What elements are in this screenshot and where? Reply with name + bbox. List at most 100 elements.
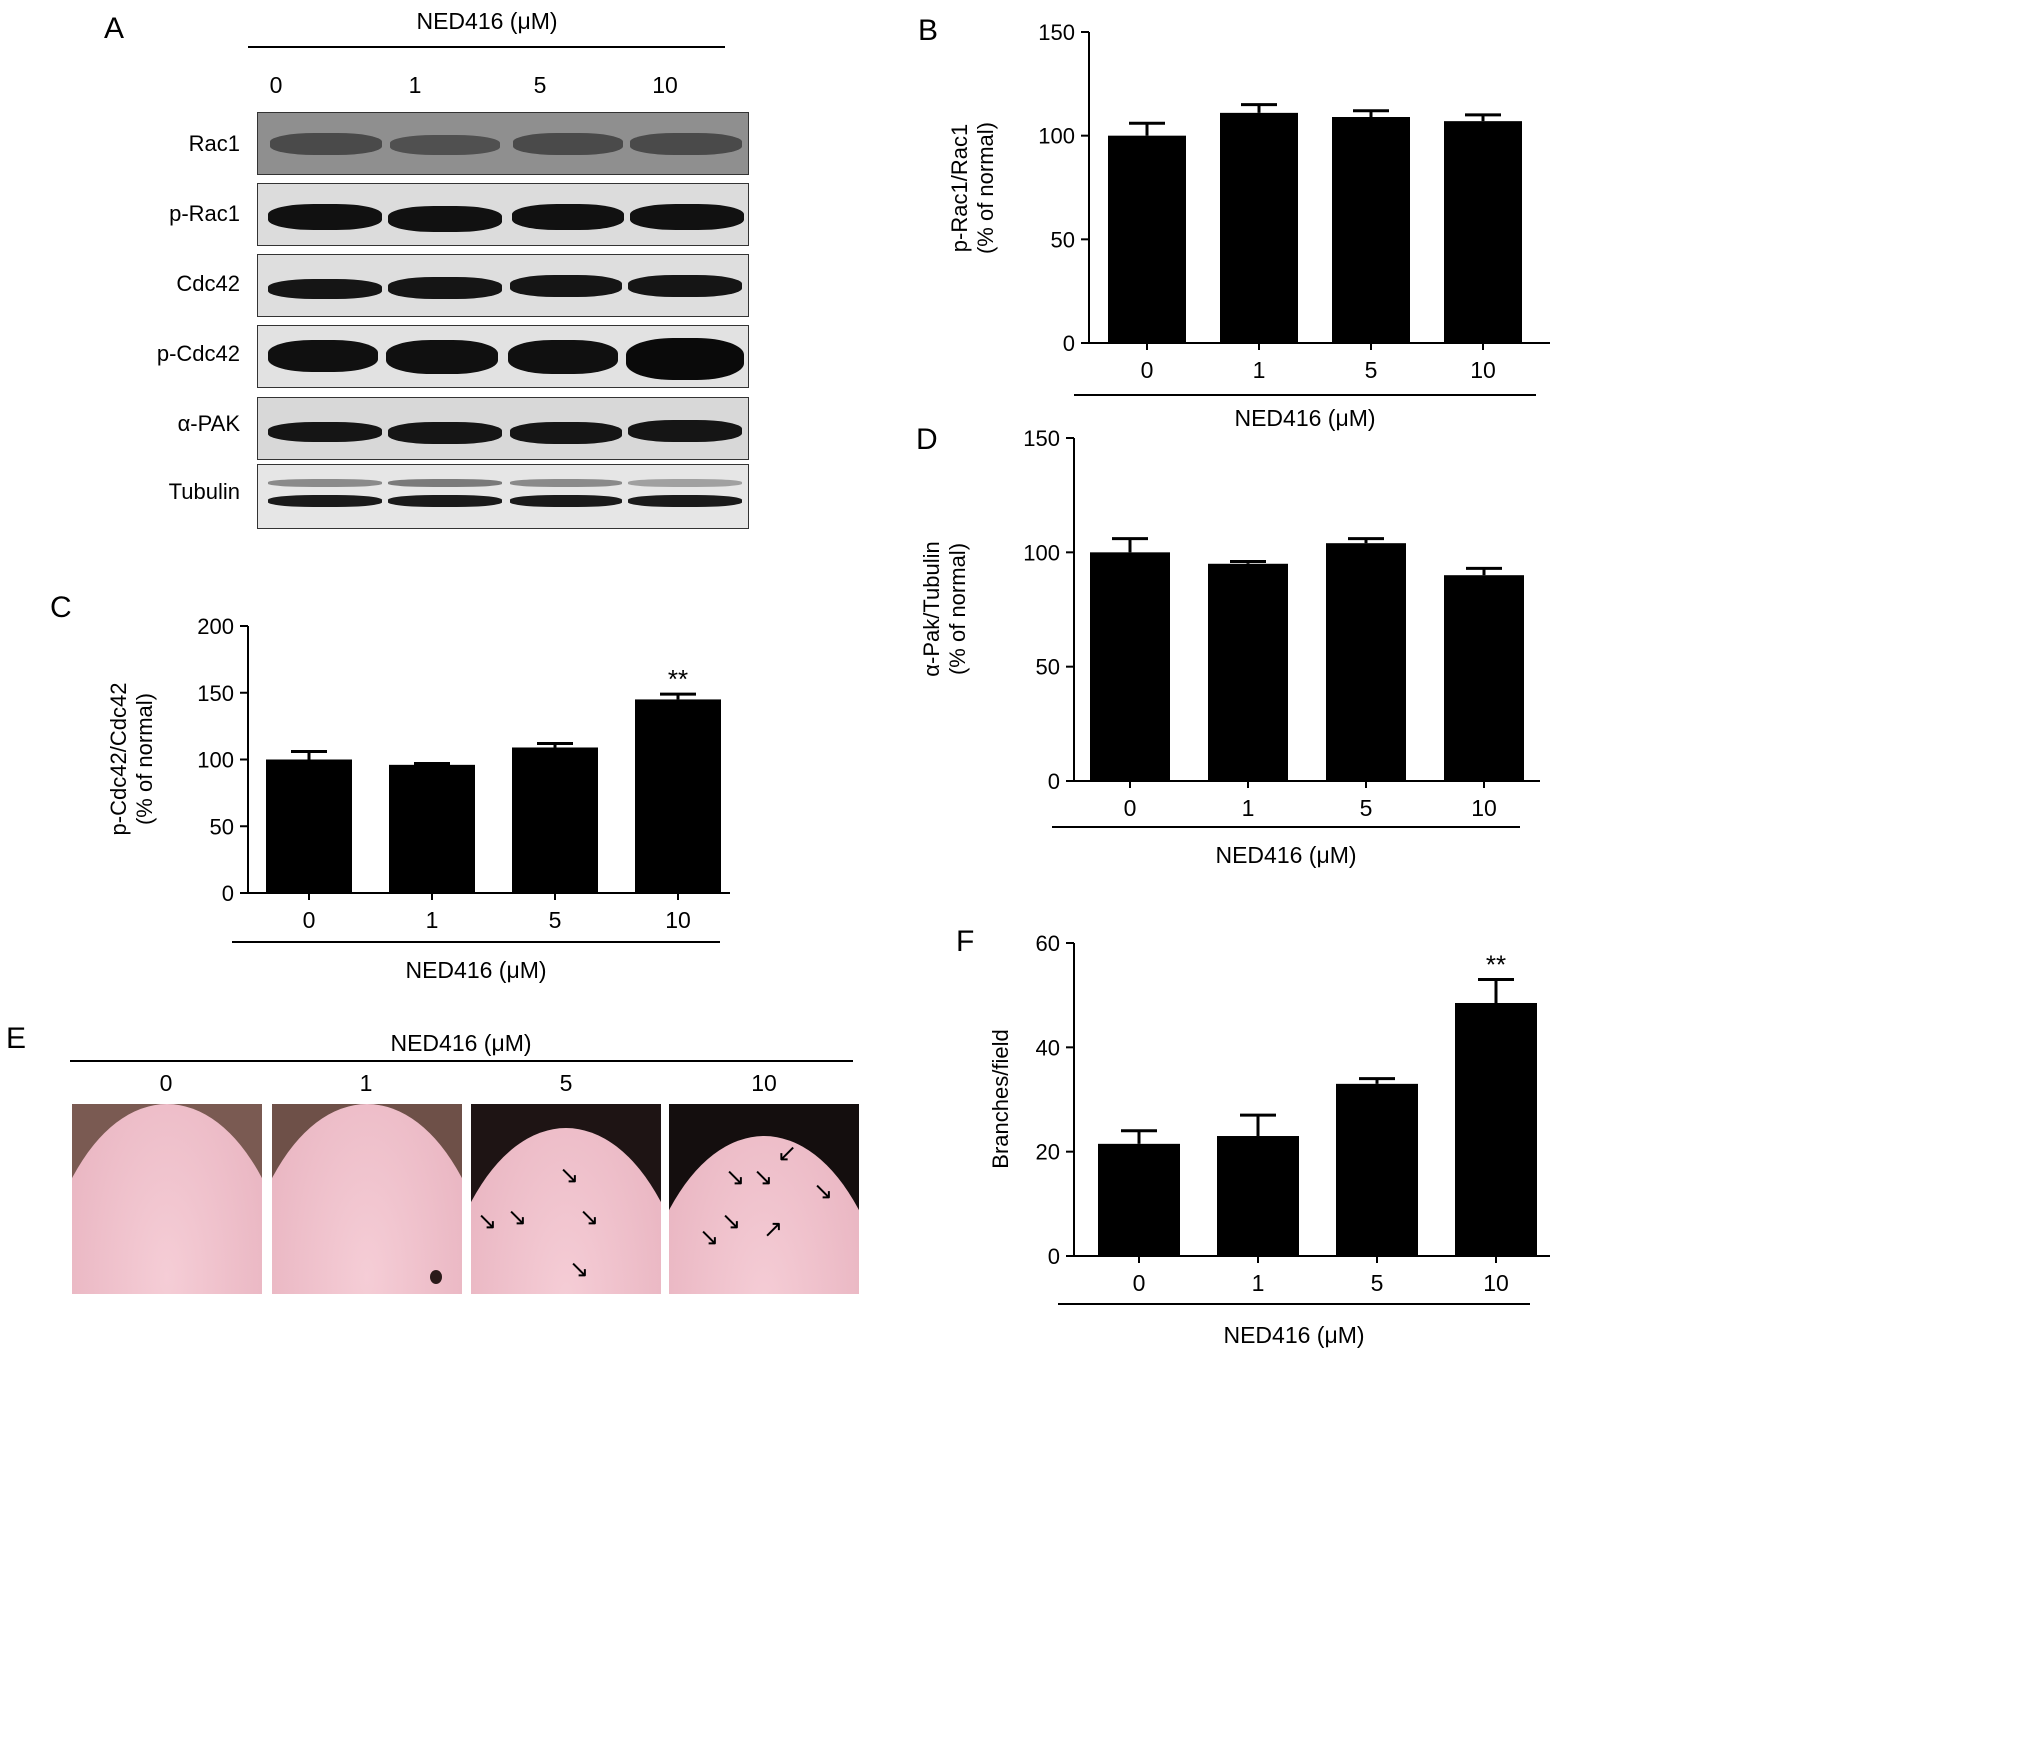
- blot-label-rac1: Rac1: [188, 131, 240, 156]
- y-tick-label: 0: [1048, 1244, 1060, 1269]
- bar-10: [1455, 1002, 1537, 1256]
- band: [388, 206, 502, 232]
- x-axis-label: NED416 (μM): [1215, 842, 1356, 868]
- y-tick-label: 60: [1036, 931, 1060, 956]
- x-tick-label: 1: [1253, 357, 1266, 383]
- x-axis-label: NED416 (μM): [1234, 405, 1375, 431]
- y-axis-label: p-Cdc42/Cdc42: [106, 683, 131, 836]
- band: [386, 340, 498, 374]
- band: [510, 479, 622, 487]
- bar-5: [1326, 543, 1406, 781]
- panel-letter-d: D: [916, 423, 938, 456]
- panel-letter-f: F: [956, 925, 974, 958]
- y-tick-label: 40: [1036, 1035, 1060, 1060]
- x-tick-label: 10: [1471, 795, 1497, 821]
- bar-5: [512, 747, 598, 893]
- micrograph-dose-0: [72, 1104, 262, 1294]
- x-tick-label: 5: [1360, 795, 1373, 821]
- panel-e-letter: E: [6, 1022, 27, 1055]
- blot-rac1: [257, 112, 749, 175]
- band: [270, 133, 382, 155]
- branch-arrow-icon: ↙: [777, 1140, 798, 1167]
- y-axis-label: (% of normal): [973, 122, 998, 254]
- panel-e-dose-0: 0: [159, 1070, 173, 1096]
- branch-arrow-icon: ↘: [753, 1164, 774, 1191]
- chart-f: F 0 20 40 60 0 1 5 10 ** NED416 (μM) Branches/field: [956, 925, 1550, 1348]
- panel-a-header: NED416 (μM): [416, 8, 558, 34]
- bar-0: [1098, 1143, 1180, 1256]
- panel-e-dose-10: 10: [751, 1070, 777, 1096]
- band: [630, 133, 742, 155]
- x-tick-label: 1: [1252, 1270, 1265, 1296]
- panel-letter-c: C: [50, 591, 72, 624]
- bar-1: [1217, 1136, 1299, 1256]
- y-tick-label: 0: [1048, 769, 1060, 794]
- y-axis-label: p-Rac1/Rac1: [947, 124, 972, 252]
- chart-d: D 0 50 100 150 0 1 5 10 NED416 (μM) α-Pak/Tubulin(…: [916, 423, 1540, 868]
- branch-arrow-icon: ↘: [699, 1224, 720, 1251]
- y-tick-label: 20: [1036, 1140, 1060, 1165]
- micrograph-dose-5: ↘ ↘ ↘ ↘ ↘: [471, 1104, 661, 1294]
- band: [628, 495, 742, 507]
- band: [388, 479, 502, 487]
- y-tick-label: 200: [197, 614, 234, 639]
- panel-e-dose-5: 5: [559, 1070, 573, 1096]
- panel-letter-b: B: [918, 14, 938, 47]
- micrograph-dose-10: ↙ ↘ ↘ ↘ ↘ ↗ ↘: [669, 1104, 859, 1294]
- band: [268, 479, 382, 487]
- x-tick-label: 0: [1141, 357, 1154, 383]
- bar-1: [1208, 563, 1288, 781]
- branch-arrow-icon: ↘: [569, 1256, 590, 1283]
- band: [510, 422, 622, 444]
- x-tick-label: 5: [549, 907, 562, 933]
- y-tick-label: 150: [1038, 20, 1075, 45]
- bar-0: [1090, 552, 1170, 781]
- panel-e-dose-1: 1: [359, 1070, 373, 1096]
- x-tick-label: 10: [665, 907, 691, 933]
- y-axis-label: (% of normal): [132, 693, 157, 825]
- x-tick-label: 10: [1470, 357, 1496, 383]
- band: [268, 495, 382, 507]
- band: [513, 133, 623, 155]
- band: [628, 420, 742, 442]
- branch-arrow-icon: ↘: [725, 1164, 746, 1191]
- band: [626, 338, 744, 380]
- band: [388, 495, 502, 507]
- branch-arrow-icon: ↘: [507, 1204, 528, 1231]
- spheroid: [669, 1136, 859, 1294]
- y-tick-label: 50: [1036, 655, 1060, 680]
- band: [512, 204, 624, 230]
- branch-arrow-icon: ↘: [559, 1162, 580, 1189]
- blot-alpha-pak: [257, 397, 749, 460]
- bar-1: [389, 764, 475, 893]
- bar-10: [1444, 121, 1522, 343]
- panel-a-header-rule: [248, 46, 725, 48]
- band: [628, 275, 742, 297]
- x-axis-label: NED416 (μM): [1223, 1322, 1364, 1348]
- bar-10: [635, 699, 721, 893]
- spheroid: [72, 1104, 262, 1294]
- band: [268, 204, 382, 230]
- blot-p-rac1: [257, 183, 749, 246]
- band: [510, 495, 622, 507]
- blot-label-p-cdc42: p-Cdc42: [156, 341, 240, 366]
- x-tick-label: 1: [1242, 795, 1255, 821]
- y-tick-label: 150: [197, 681, 234, 706]
- y-axis-label: α-Pak/Tubulin: [919, 541, 944, 676]
- y-axis-label: Branches/field: [988, 1029, 1013, 1168]
- x-tick-label: 0: [303, 907, 316, 933]
- x-axis-label: NED416 (μM): [405, 957, 546, 983]
- branch-arrow-icon: ↗: [763, 1216, 784, 1243]
- significance-marker: **: [1486, 950, 1506, 980]
- y-tick-label: 0: [1063, 331, 1075, 356]
- blot-cdc42: [257, 254, 749, 317]
- x-tick-label: 5: [1365, 357, 1378, 383]
- spheroid: [272, 1104, 462, 1294]
- chart-b: B 0 50 100 150 0 1 5 10 NED416 (μM) p-Rac1/Rac1 (% …: [918, 14, 1550, 431]
- debris-dot: [430, 1270, 442, 1284]
- bar-1: [1220, 112, 1298, 343]
- y-tick-label: 50: [210, 814, 234, 839]
- blot-label-p-rac1: p-Rac1: [169, 201, 240, 226]
- branch-arrow-icon: ↘: [813, 1178, 834, 1205]
- y-tick-label: 100: [1038, 124, 1075, 149]
